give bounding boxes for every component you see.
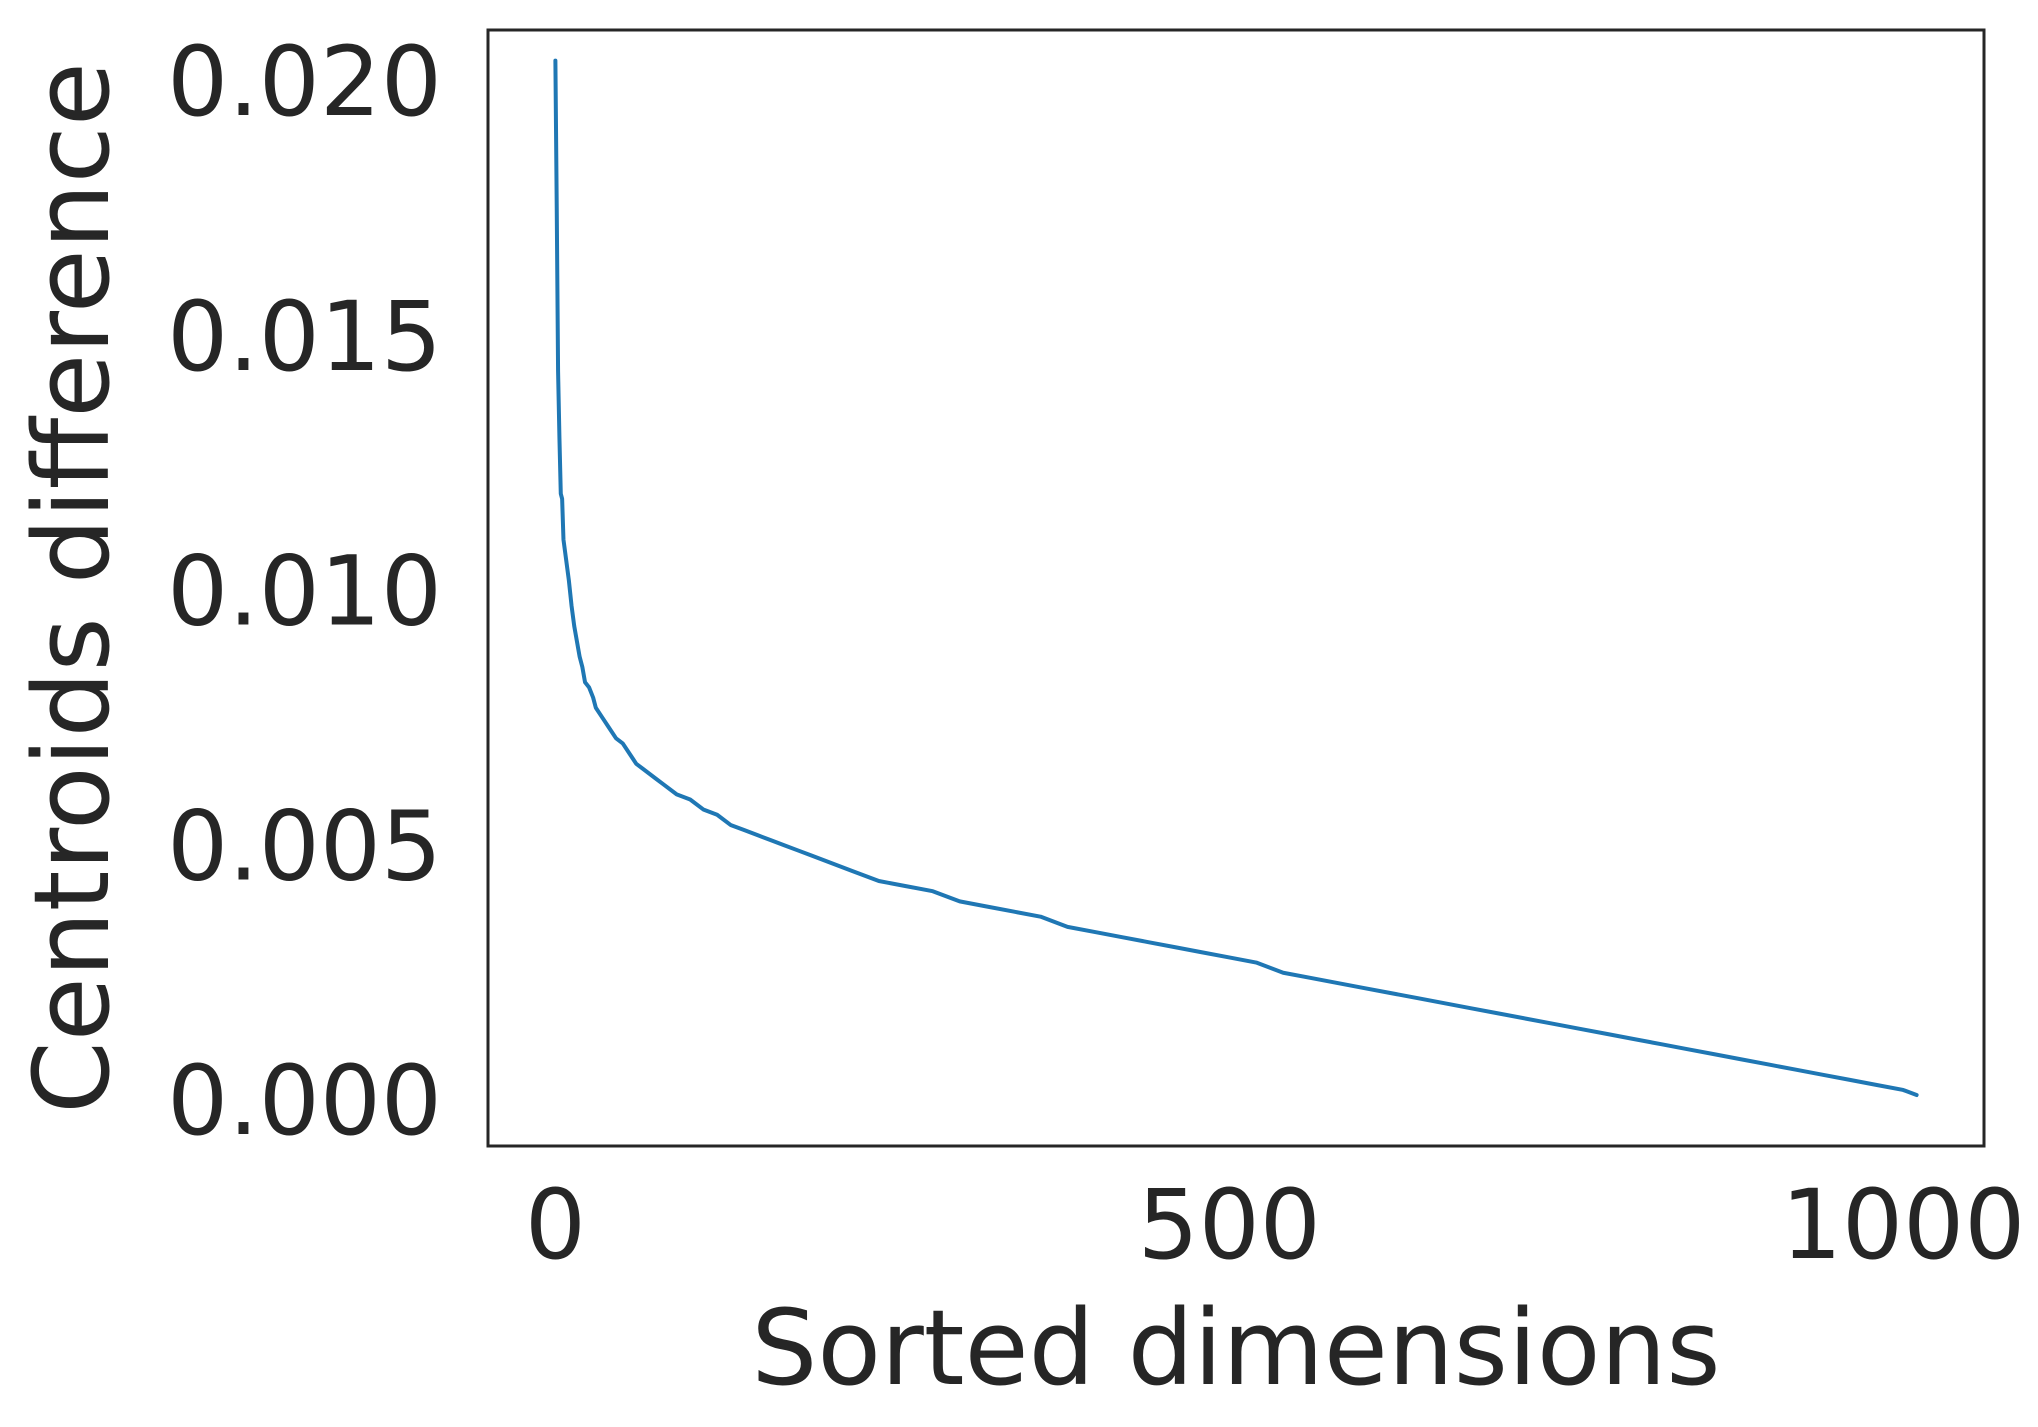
y-tick-label: 0.000: [167, 1045, 442, 1157]
plot-frame: [486, 28, 1986, 1148]
y-axis-label: Centroids difference: [11, 62, 133, 1114]
y-tick-label: 0.010: [167, 536, 442, 648]
y-tick-label: 0.020: [167, 26, 442, 138]
x-tick-label: 500: [1138, 1169, 1321, 1281]
x-tick-labels: 0 500 1000: [525, 1169, 2025, 1281]
series-layer: [553, 58, 1919, 1098]
x-tick-label: 0: [525, 1169, 586, 1281]
x-axis-label: Sorted dimensions: [751, 1287, 1720, 1409]
y-tick-label: 0.015: [167, 281, 442, 393]
y-tick-labels: 0.000 0.005 0.010 0.015 0.020: [167, 26, 442, 1157]
y-tick-label: 0.005: [167, 790, 442, 902]
x-tick-label: 1000: [1781, 1169, 2025, 1281]
series-line-0: [553, 58, 1919, 1098]
